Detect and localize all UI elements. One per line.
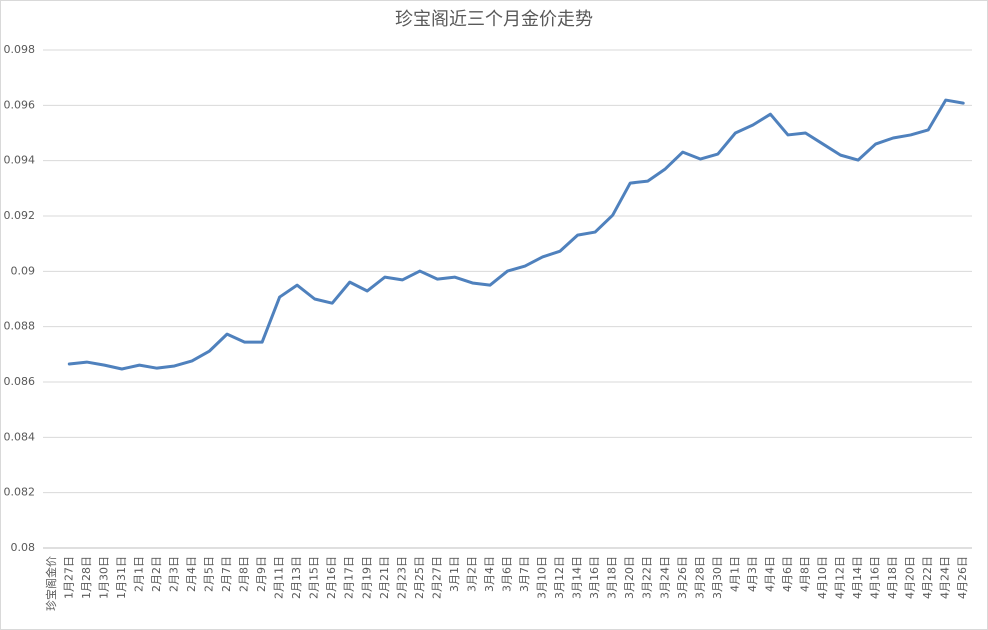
x-tick-label: 2月3日 [167, 556, 180, 592]
x-tick-label: 1月28日 [80, 556, 93, 599]
x-tick-label: 珍宝阁金价 [44, 556, 58, 611]
chart-title: 珍宝阁近三个月金价走势 [395, 9, 593, 30]
y-tick-label: 0.098 [4, 43, 36, 56]
x-tick-label: 2月8日 [238, 556, 251, 592]
line-series [67, 98, 965, 371]
x-tick-label: 3月1日 [448, 556, 461, 592]
y-tick-label: 0.08 [11, 541, 36, 554]
x-tick-label: 4月12日 [834, 556, 847, 599]
x-tick-label: 3月6日 [501, 556, 514, 592]
y-tick-label: 0.086 [4, 375, 36, 388]
x-tick-label: 4月4日 [763, 556, 776, 592]
y-tick-label: 0.088 [4, 320, 36, 333]
x-tick-label: 4月24日 [939, 556, 952, 599]
x-tick-label: 2月1日 [132, 556, 145, 592]
x-tick-label: 4月3日 [746, 556, 759, 592]
y-tick-label: 0.096 [4, 98, 36, 111]
x-tick-label: 2月25日 [413, 556, 426, 599]
x-tick-label: 3月4日 [483, 556, 496, 592]
x-tick-label: 2月2日 [150, 556, 163, 592]
y-tick-label: 0.094 [4, 154, 36, 167]
x-tick-label: 3月18日 [606, 556, 619, 599]
x-tick-label: 3月10日 [536, 556, 549, 599]
x-tick-label: 2月19日 [360, 556, 373, 599]
x-tick-label: 2月17日 [343, 556, 356, 599]
x-tick-label: 4月8日 [798, 556, 811, 592]
x-tick-label: 3月30日 [711, 556, 724, 599]
x-tick-label: 4月22日 [921, 556, 934, 599]
y-tick-label: 0.092 [4, 209, 36, 222]
x-tick-label: 2月13日 [290, 556, 303, 599]
x-tick-label: 2月11日 [273, 556, 286, 599]
x-tick-label: 3月14日 [571, 556, 584, 599]
x-tick-label: 3月16日 [588, 556, 601, 599]
x-tick-label: 3月22日 [641, 556, 654, 599]
x-tick-label: 4月14日 [851, 556, 864, 599]
x-tick-label: 4月6日 [781, 556, 794, 592]
x-tick-label: 4月26日 [956, 556, 969, 599]
x-tick-label: 3月12日 [553, 556, 566, 599]
y-tick-label: 0.084 [4, 430, 36, 443]
x-tick-label: 4月16日 [869, 556, 882, 599]
x-tick-label: 2月21日 [378, 556, 391, 599]
x-tick-label: 2月5日 [203, 556, 216, 592]
x-tick-label: 3月7日 [518, 556, 531, 592]
x-tick-label: 4月10日 [816, 556, 829, 599]
x-tick-label: 2月4日 [185, 556, 198, 592]
x-tick-label: 2月15日 [308, 556, 321, 599]
x-tick-label: 1月27日 [62, 556, 75, 599]
x-tick-label: 3月26日 [676, 556, 689, 599]
y-tick-label: 0.082 [4, 486, 36, 499]
x-tick-label: 2月9日 [255, 556, 268, 592]
x-tick-label: 1月30日 [97, 556, 110, 599]
x-tick-label: 1月31日 [115, 556, 128, 599]
x-tick-label: 3月20日 [623, 556, 636, 599]
x-tick-label: 2月27日 [430, 556, 443, 599]
x-tick-label: 2月16日 [325, 556, 338, 599]
x-tick-label: 3月2日 [465, 556, 478, 592]
x-tick-label: 4月1日 [728, 556, 741, 592]
x-tick-label: 2月7日 [220, 556, 233, 592]
x-tick-label: 4月18日 [886, 556, 899, 599]
x-tick-label: 3月24日 [658, 556, 671, 599]
x-tick-label: 2月23日 [395, 556, 408, 599]
y-tick-label: 0.09 [11, 264, 36, 277]
x-tick-label: 4月20日 [904, 556, 917, 599]
x-tick-label: 3月28日 [693, 556, 706, 599]
